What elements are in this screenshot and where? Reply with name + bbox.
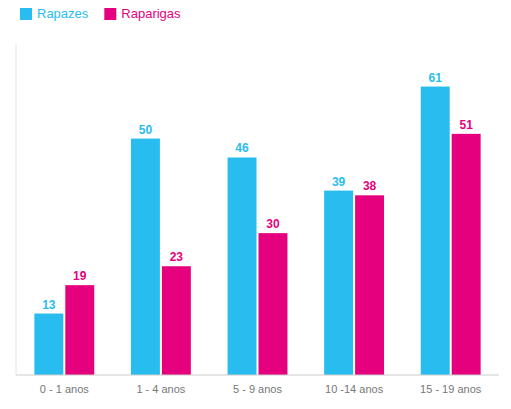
bar — [34, 314, 63, 375]
chart: 13 50 46 39 61 19 23 30 38 51 0 - 1 anos 1 - 4 anos… — [0, 0, 511, 409]
data-label: 13 — [42, 298, 56, 312]
bars — [34, 87, 480, 375]
x-tick-label: 10 -14 anos — [325, 383, 384, 395]
data-label: 38 — [363, 179, 377, 193]
bar — [324, 191, 353, 375]
data-label: 30 — [266, 217, 280, 231]
x-tick-label: 15 - 19 anos — [420, 383, 482, 395]
data-label: 19 — [73, 269, 87, 283]
data-labels: 13 50 46 39 61 19 23 30 38 51 — [42, 71, 473, 312]
x-axis-line — [16, 375, 499, 376]
data-label: 39 — [332, 175, 346, 189]
data-label: 61 — [429, 71, 443, 85]
x-tick-label: 5 - 9 anos — [233, 383, 282, 395]
bar — [421, 87, 450, 375]
legend-label: Rapazes — [37, 6, 89, 21]
legend-label: Raparigas — [121, 6, 181, 21]
bar — [259, 233, 288, 375]
legend: Rapazes Raparigas — [20, 6, 181, 21]
bar — [162, 266, 191, 375]
y-axis-line — [16, 44, 17, 375]
bar — [131, 139, 160, 375]
x-tick-label: 0 - 1 anos — [40, 383, 89, 395]
legend-swatch — [20, 8, 32, 20]
bar — [452, 134, 481, 375]
data-label: 51 — [459, 118, 473, 132]
bar — [228, 157, 257, 375]
data-label: 23 — [170, 250, 184, 264]
legend-swatch — [104, 8, 116, 20]
bar — [355, 195, 384, 375]
data-label: 46 — [235, 141, 249, 155]
data-label: 50 — [139, 123, 153, 137]
bar — [65, 285, 94, 375]
x-tick-label: 1 - 4 anos — [136, 383, 185, 395]
